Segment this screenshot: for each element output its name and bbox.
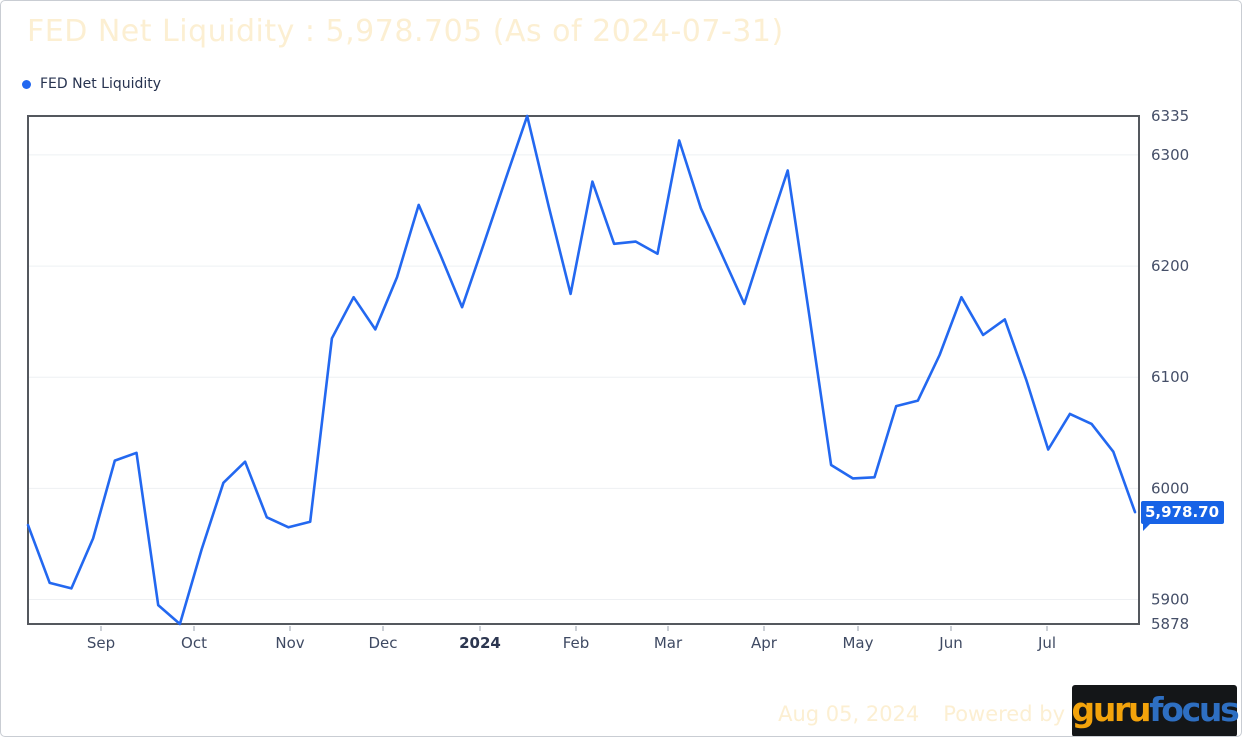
x-tick-label: Jul <box>1037 634 1056 652</box>
y-tick-label: 6000 <box>1151 479 1189 497</box>
x-tick-label: Jun <box>938 634 962 652</box>
y-tick-label: 6300 <box>1151 146 1189 164</box>
footer-date: Aug 05, 2024 <box>778 702 920 726</box>
y-tick-label: 6335 <box>1151 107 1189 125</box>
footer-powered-by: Powered by <box>943 702 1065 726</box>
x-tick-label: 2024 <box>459 634 501 652</box>
y-tick-label: 6100 <box>1151 368 1189 386</box>
x-tick-label: Sep <box>87 634 115 652</box>
last-value-text: 5,978.70 <box>1145 502 1220 521</box>
x-tick-label: Nov <box>275 634 304 652</box>
series-line <box>26 114 1137 626</box>
legend-label: FED Net Liquidity <box>40 76 162 92</box>
y-tick-label: 6200 <box>1151 257 1189 275</box>
x-tick-label: Oct <box>181 634 207 652</box>
x-tick-label: Dec <box>368 634 397 652</box>
footer: Aug 05, 2024 Powered by <box>778 702 1065 726</box>
x-tick-label: Apr <box>751 634 778 652</box>
legend-item[interactable]: FED Net Liquidity <box>22 76 161 92</box>
gurufocus-logo[interactable]: guru focus <box>1071 685 1240 736</box>
chart-title: FED Net Liquidity : 5,978.705 (As of 202… <box>27 14 784 49</box>
plot-border <box>27 115 1140 625</box>
last-value-badge: 5,978.70 <box>1141 500 1225 531</box>
x-tick-label: Feb <box>563 634 590 652</box>
logo-guru-text: guru <box>1071 690 1152 729</box>
y-tick-label: 5900 <box>1151 591 1189 609</box>
x-tick-label: Mar <box>654 634 683 652</box>
legend-marker-icon <box>22 79 31 89</box>
y-tick-label: 5878 <box>1151 615 1189 633</box>
logo-focus-text: focus <box>1149 690 1240 729</box>
x-tick-label: May <box>842 634 873 652</box>
